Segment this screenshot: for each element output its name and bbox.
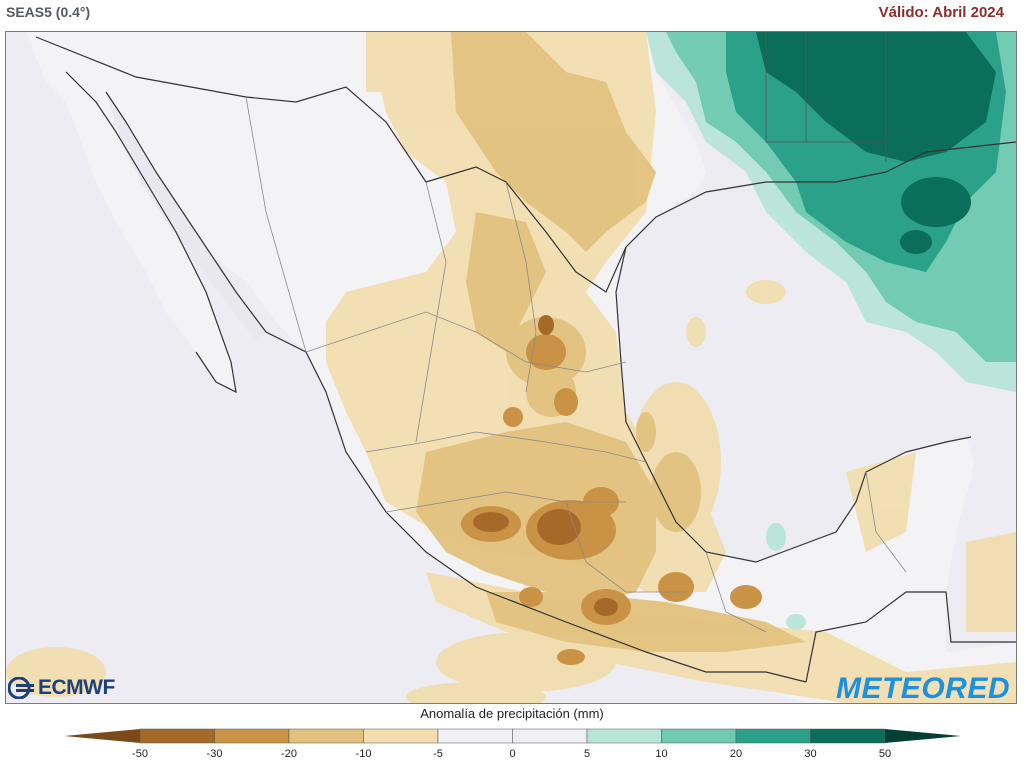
baja-california [66,72,236,392]
color-legend-bar [64,728,961,744]
legend-tick-label: 10 [655,748,668,760]
legend-swatch [214,728,290,744]
precipitation-anomaly-map [5,31,1017,704]
legend-tick-label: -20 [281,748,297,760]
model-label: SEAS5 (0.4°) [6,4,91,20]
legend-tick-label: 50 [878,748,892,760]
legend-tick-label: 5 [583,748,591,760]
map-canvas [6,32,1016,703]
legend-swatch [512,728,588,744]
legend-title: Anomalía de precipitación (mm) [420,706,604,721]
legend-swatch [735,728,811,744]
legend-arrow-low [64,729,140,743]
us-gulf-coast [625,141,1016,248]
legend-tick-label: 0 [509,748,516,760]
ecmwf-text: ECMWF [38,676,115,699]
legend-arrow-high [885,729,961,743]
legend-swatch [586,728,662,744]
legend-swatch [139,728,215,744]
valid-date-label: Válido: Abril 2024 [878,4,1004,21]
legend-swatch [363,728,439,744]
legend-tick-labels: -50 -30 -20 -10 -5 0 5 10 20 30 50 [0,748,1024,768]
legend-tick-label: -5 [433,748,443,760]
legend-tick-label: -10 [355,748,372,760]
legend-swatch [661,728,737,744]
pacific-coast [65,71,237,394]
legend-tick-label: 20 [729,748,743,760]
ecmwf-logo: ECMWF [8,676,115,700]
guatemala-border [805,591,1016,683]
legend-tick-label: -50 [132,748,148,760]
legend-swatch [288,728,364,744]
gulf-coast [615,246,972,563]
legend-swatch [810,728,886,744]
legend-swatch [437,728,513,744]
legend-tick-label: 30 [804,748,817,760]
mainland-west-coast [105,91,807,683]
meteored-logo: METEORED [835,672,1010,705]
legend-tick-label: -30 [206,748,223,760]
ecmwf-icon [8,677,34,699]
